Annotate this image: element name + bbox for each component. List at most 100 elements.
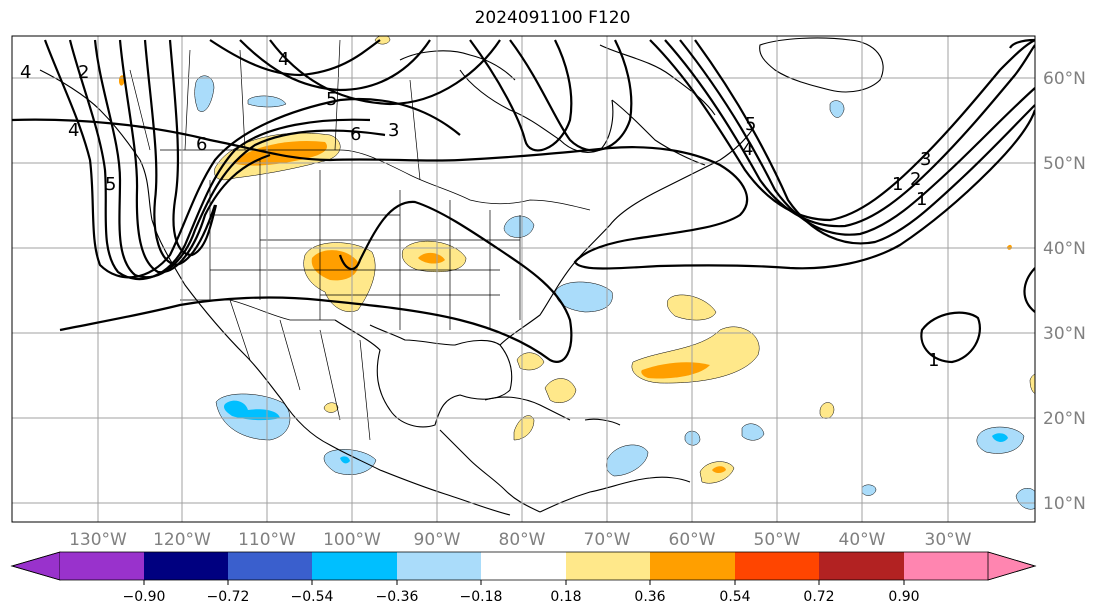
positive-anomaly-caribbean bbox=[513, 415, 535, 441]
contour-label: 4 bbox=[20, 62, 31, 83]
height-contours bbox=[12, 38, 1035, 364]
contour-east-edge bbox=[1023, 267, 1035, 313]
contour-south-wide bbox=[59, 200, 573, 363]
contour-atlantic-3 bbox=[679, 39, 1035, 236]
colorbar-ticks bbox=[143, 580, 905, 585]
baffin-island-coastline bbox=[599, 44, 716, 116]
contour-label: 5 bbox=[745, 114, 756, 135]
colorbar-tick-label: 0.18 bbox=[550, 589, 581, 605]
positive-anomaly-bahamas bbox=[544, 378, 577, 403]
state-borders bbox=[209, 160, 521, 330]
contour-west-trough-6 bbox=[168, 39, 218, 257]
lon-label-110w: 110°W bbox=[238, 530, 296, 550]
colorbar-outline bbox=[10, 551, 1037, 581]
colorbar-tick-label: −0.54 bbox=[291, 589, 334, 605]
mexico-states bbox=[229, 299, 371, 441]
longitude-labels: 130°W 120°W 110°W 100°W 90°W 80°W 70°W 6… bbox=[69, 530, 972, 550]
colorbar-segment bbox=[566, 552, 650, 580]
lat-label-10n: 10°N bbox=[1043, 494, 1086, 514]
contour-west-trough-1 bbox=[43, 39, 461, 279]
contour-label: 1 bbox=[916, 189, 927, 210]
positive-anomaly-core-east-caribbean bbox=[712, 466, 726, 473]
contour-label: 4 bbox=[278, 49, 289, 70]
colorbar-segment bbox=[397, 552, 481, 580]
lat-label-40n: 40°N bbox=[1043, 239, 1086, 259]
lon-label-130w: 130°W bbox=[69, 530, 127, 550]
lon-label-120w: 120°W bbox=[153, 530, 211, 550]
colorbar-segment bbox=[904, 552, 988, 580]
map-title: 2024091100 F120 bbox=[474, 8, 631, 28]
cuba-coastline bbox=[484, 396, 571, 421]
south-america-coastline bbox=[539, 476, 691, 513]
lon-label-100w: 100°W bbox=[323, 530, 381, 550]
lat-label-60n: 60°N bbox=[1043, 69, 1086, 89]
contour-central-north-1 bbox=[469, 39, 573, 152]
positive-anomaly-mid-atlantic bbox=[819, 402, 835, 419]
negative-anomaly-great-lakes bbox=[503, 215, 535, 238]
us-east-coastline bbox=[499, 129, 753, 346]
hispaniola-coastline bbox=[584, 418, 621, 426]
lon-label-90w: 90°W bbox=[414, 530, 461, 550]
map-frame bbox=[11, 35, 1036, 523]
contour-west-trough-4 bbox=[118, 39, 271, 274]
contour-label: 4 bbox=[742, 139, 753, 160]
colorbar-segment bbox=[819, 552, 904, 580]
colorbar-segment bbox=[312, 552, 397, 580]
latitude-labels: 60°N 50°N 40°N 30°N 20°N 10°N bbox=[1043, 69, 1086, 514]
negative-anomaly-small-atlantic bbox=[861, 484, 877, 496]
contour-label: 1 bbox=[928, 350, 939, 371]
positive-anomaly-plains-core bbox=[311, 250, 359, 281]
negative-anomaly-southwest-mexico bbox=[323, 449, 377, 475]
lon-label-50w: 50°W bbox=[754, 530, 801, 550]
negative-anomaly-mexico-pacific-core bbox=[223, 400, 280, 421]
colorbar-segment bbox=[650, 552, 735, 580]
positive-anomaly-florida bbox=[516, 352, 545, 371]
lon-label-40w: 40°W bbox=[839, 530, 886, 550]
colorbar-tick-label: 0.72 bbox=[803, 589, 834, 605]
contour-label: 5 bbox=[326, 89, 337, 110]
contour-atlantic-4 bbox=[694, 39, 1035, 245]
contour-closed-low bbox=[920, 311, 981, 364]
lon-label-30w: 30°W bbox=[925, 530, 972, 550]
colorbar-extend-high bbox=[987, 551, 1037, 581]
negative-anomaly-cape-verde-core bbox=[992, 433, 1008, 442]
contour-atlantic-2 bbox=[664, 39, 1035, 228]
contour-atlantic-1 bbox=[649, 39, 1035, 222]
negative-anomaly-lesser-antilles bbox=[741, 423, 765, 441]
colorbar-tick-labels: −0.90 −0.72 −0.54 −0.36 −0.18 0.18 0.36 … bbox=[123, 589, 920, 605]
colorbar-segment bbox=[481, 552, 566, 580]
contour-west-trough-3 bbox=[93, 39, 386, 279]
contour-central-wide bbox=[12, 109, 1035, 270]
contour-label: 3 bbox=[920, 149, 931, 170]
colorbar-tick-label: −0.72 bbox=[207, 589, 250, 605]
contour-north-ridge-3 bbox=[269, 39, 501, 106]
colorbar-tick-label: 0.54 bbox=[719, 589, 750, 605]
colorbar-tick-label: 0.90 bbox=[888, 589, 919, 605]
contour-label: 6 bbox=[196, 134, 207, 155]
lon-label-60w: 60°W bbox=[669, 530, 716, 550]
canada-provinces bbox=[129, 39, 421, 181]
contour-label: 3 bbox=[388, 120, 399, 141]
positive-anomaly-pacific bbox=[323, 402, 339, 413]
colorbar-tick-label: 0.36 bbox=[634, 589, 665, 605]
contour-label: 5 bbox=[105, 174, 116, 195]
contour-label: 4 bbox=[68, 120, 79, 141]
negative-anomaly-southwest-mexico-core bbox=[340, 456, 350, 464]
colorbar-tick-label: −0.18 bbox=[460, 589, 503, 605]
colorbar: −0.90 −0.72 −0.54 −0.36 −0.18 0.18 0.36 … bbox=[10, 551, 1037, 605]
negative-anomaly-north-atlantic bbox=[829, 100, 845, 118]
north-america-coastline bbox=[39, 69, 511, 516]
negative-anomaly-caribbean-south bbox=[606, 444, 649, 477]
colorbar-extend-low bbox=[10, 551, 61, 581]
positive-anomaly-midwest-core bbox=[418, 252, 445, 264]
lat-label-30n: 30°N bbox=[1043, 324, 1086, 344]
contour-label-group: 4 2 6 5 4 5 6 3 5 4 3 2 1 1 1 4 bbox=[20, 49, 939, 371]
contour-north-ridge-2 bbox=[239, 39, 431, 92]
lat-label-50n: 50°N bbox=[1043, 154, 1086, 174]
colorbar-segment bbox=[735, 552, 819, 580]
labrador-coastline bbox=[611, 99, 706, 166]
positive-anomaly-east-edge bbox=[1029, 374, 1035, 394]
contour-north-ridge-1 bbox=[209, 39, 381, 77]
contour-label: 1 bbox=[892, 174, 903, 195]
